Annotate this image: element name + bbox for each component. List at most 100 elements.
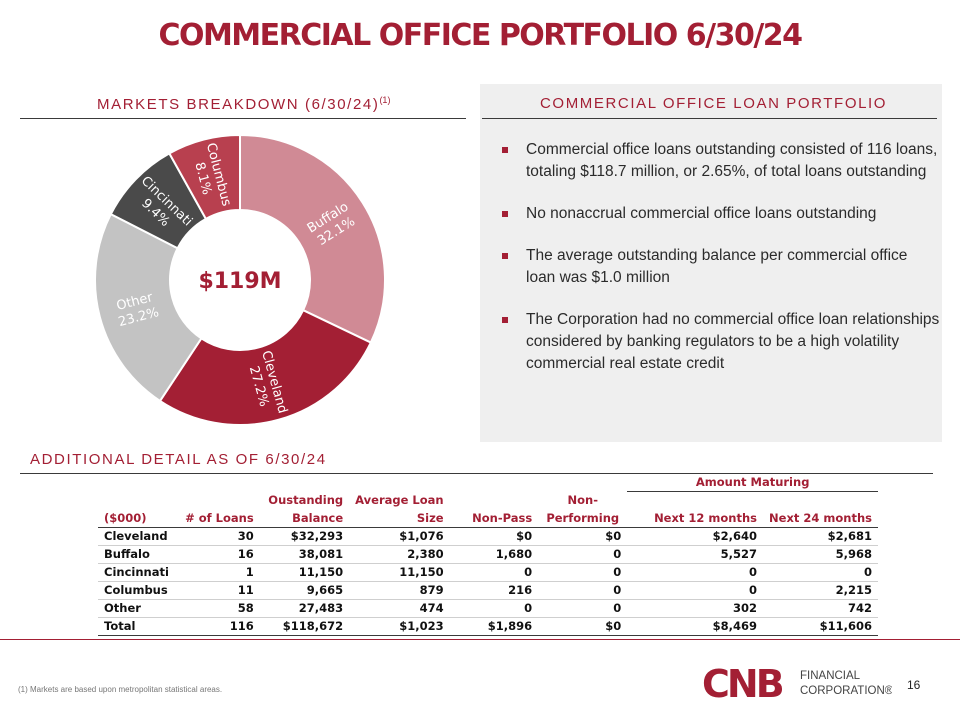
table-cell: 216 [449,581,539,600]
donut-slice-buffalo [239,133,386,344]
table-cell: 879 [349,581,450,600]
donut-slice-other [94,212,203,403]
table-header-row-2: ($000) # of Loans Balance Size Non-Pass … [98,509,878,528]
donut-slice-columbus [167,133,241,221]
donut-center-value: $119M [198,269,281,294]
table-cell: Total [98,616,180,636]
logo-line-2: CORPORATION® [800,685,892,697]
portfolio-bullet-list: Commercial office loans outstanding cons… [500,139,940,395]
table-cell: 11 [179,581,260,600]
table-cell: 1,680 [449,545,539,564]
table-cell: $2,681 [763,527,878,546]
table-cell: $32,293 [259,527,350,546]
table-cell: 9,665 [259,581,350,600]
table-row: Other 58 27,483 474 0 0 302 742 [98,599,878,618]
col-header: Average Loan [355,493,444,507]
table-cell: 2,380 [349,545,450,564]
table-header-row-1: Oustanding Average Loan Non- [98,491,878,509]
col-header [627,491,763,509]
footnote: (1) Markets are based upon metropolitan … [18,685,223,694]
table-cell: 302 [627,599,764,618]
col-header: Next 24 months [763,509,878,528]
bullet-item: The Corporation had no commercial office… [500,309,940,375]
table-cell: 0 [763,563,878,582]
table-group-header-row: Amount Maturing [98,473,878,492]
table-cell: 742 [763,599,878,618]
col-header: Non-Pass [449,509,539,528]
amount-maturing-header: Amount Maturing [627,473,878,492]
page-title: COMMERCIAL OFFICE PORTFOLIO 6/30/24 [158,18,803,53]
donut-slice-cleveland [158,308,373,426]
logo-line-1: FINANCIAL [800,670,861,682]
table-cell: 0 [627,581,764,600]
table-cell: $2,640 [627,527,764,546]
table-cell: 58 [179,599,260,618]
table-cell: $11,606 [763,616,878,636]
table-cell: 0 [449,563,539,582]
table-cell: Other [98,599,180,618]
table-row: Buffalo 16 38,081 2,380 1,680 0 5,527 5,… [98,545,878,564]
portfolio-heading: COMMERCIAL OFFICE LOAN PORTFOLIO [540,95,888,112]
table-cell: Columbus [98,581,180,600]
table-cell: $0 [538,616,628,636]
footer-rule [0,639,960,640]
table-cell: Cincinnati [98,563,180,582]
page-number: 16 [907,678,921,692]
col-header [98,491,179,509]
detail-table: Amount Maturing Oustanding Average Loan … [98,473,878,636]
table-cell: 5,527 [627,545,764,564]
col-header: Oustanding [268,493,344,507]
bullet-text: The average outstanding balance per comm… [526,247,908,286]
table-cell: 5,968 [763,545,878,564]
col-header: Next 12 months [627,509,764,528]
col-header: Balance [259,509,350,528]
table-row: Cleveland 30 $32,293 $1,076 $0 $0 $2,640… [98,527,878,546]
table-cell: $0 [449,527,539,546]
portfolio-heading-rule [482,118,937,119]
cnb-logo: CNB FINANCIAL CORPORATION® [702,663,892,703]
table-cell: 0 [538,581,628,600]
table-cell: $1,023 [349,616,450,636]
table-cell: 0 [538,545,628,564]
logo-cnb-text: CNB [702,663,783,703]
bullet-item: The average outstanding balance per comm… [500,245,940,289]
col-header: Non- [567,493,598,507]
table-cell: 474 [349,599,450,618]
table-cell: 2,215 [763,581,878,600]
markets-heading: MARKETS BREAKDOWN (6/30/24)(1) [97,95,390,113]
table-cell: Buffalo [98,545,180,564]
table-row: Cincinnati 1 11,150 11,150 0 0 0 0 [98,563,878,582]
table-cell: 116 [179,616,260,636]
detail-heading: ADDITIONAL DETAIL AS OF 6/30/24 [30,451,327,468]
table-cell: $8,469 [627,616,764,636]
bullet-item: No nonaccrual commercial office loans ou… [500,203,940,225]
col-header: # of Loans [179,509,260,528]
bullet-square-icon [502,253,508,259]
table-cell: 11,150 [349,563,450,582]
col-header [450,491,539,509]
bullet-text: No nonaccrual commercial office loans ou… [526,205,877,222]
markets-heading-footnote: (1) [379,95,391,105]
table-cell: $118,672 [259,616,350,636]
markets-heading-rule [20,118,466,119]
table-cell: 1 [179,563,260,582]
col-header: Size [349,509,450,528]
table-cell: 27,483 [259,599,350,618]
bullet-square-icon [502,147,508,153]
table-row: Columbus 11 9,665 879 216 0 0 2,215 [98,581,878,600]
table-cell: 0 [449,599,539,618]
bullet-item: Commercial office loans outstanding cons… [500,139,940,183]
bullet-square-icon [502,317,508,323]
col-header: Performing [538,509,628,528]
bullet-text: Commercial office loans outstanding cons… [526,141,938,180]
table-cell: 11,150 [259,563,350,582]
col-header [179,491,260,509]
detail-heading-rule [20,473,933,474]
col-header: ($000) [98,509,180,528]
table-cell: $1,076 [349,527,450,546]
table-cell: 16 [179,545,260,564]
table-cell: $0 [538,527,628,546]
markets-donut-chart: Buffalo32.1%Cleveland27.2%Other23.2%Cinc… [94,133,386,426]
table-total-row: Total 116 $118,672 $1,023 $1,896 $0 $8,4… [98,616,878,636]
bullet-text: The Corporation had no commercial office… [526,311,940,372]
